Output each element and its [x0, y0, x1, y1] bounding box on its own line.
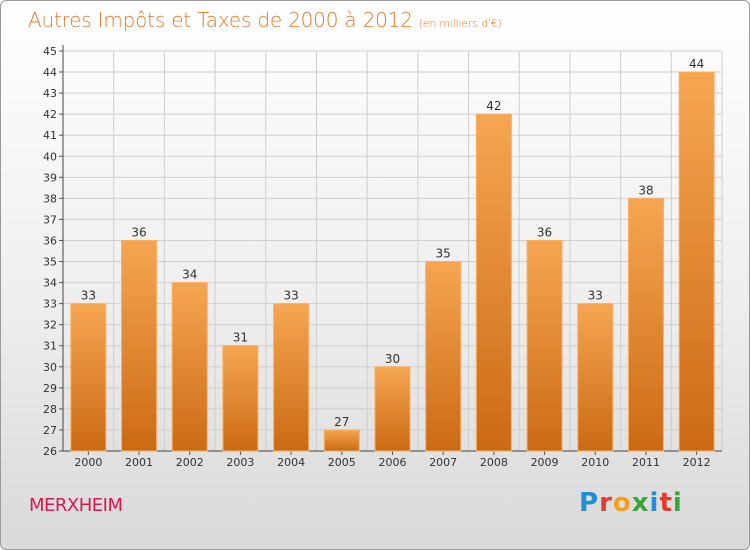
x-tick-label-2010: 2010 — [581, 456, 609, 469]
title-text: Autres Impôts et Taxes de 2000 à 2012 — [28, 8, 413, 32]
y-tick-label: 42 — [43, 108, 57, 121]
y-tick-label: 41 — [43, 129, 57, 142]
x-tick-label-2003: 2003 — [226, 456, 254, 469]
x-tick-label-2000: 2000 — [74, 456, 102, 469]
bar-2012 — [678, 71, 715, 452]
x-tick-label-2005: 2005 — [328, 456, 356, 469]
y-tick-label: 30 — [43, 361, 57, 374]
y-tick-label: 43 — [43, 87, 57, 100]
x-tick-label-2004: 2004 — [277, 456, 305, 469]
y-tick-label: 32 — [43, 319, 57, 332]
logo-letter: i — [649, 488, 660, 518]
x-tick-label-2001: 2001 — [125, 456, 153, 469]
x-tick-label-2006: 2006 — [379, 456, 407, 469]
location-name: MERXHEIM — [29, 495, 123, 516]
value-label-2009: 36 — [537, 225, 552, 239]
x-tick-label-2002: 2002 — [176, 456, 204, 469]
proxiti-logo: Proxiti — [579, 488, 683, 518]
bar-2011 — [627, 197, 664, 452]
bar-2001 — [121, 239, 158, 452]
value-label-2002: 34 — [182, 268, 197, 282]
value-label-2004: 33 — [283, 289, 298, 303]
bar-2006 — [374, 366, 411, 452]
y-tick-label: 35 — [43, 256, 57, 269]
logo-letter: t — [659, 488, 673, 518]
bar-2004 — [273, 303, 310, 452]
bar-2003 — [222, 345, 259, 452]
value-label-2008: 42 — [486, 99, 501, 113]
chart-title: Autres Impôts et Taxes de 2000 à 2012 (en… — [28, 8, 502, 32]
bar-2002 — [171, 282, 208, 452]
y-tick-label: 34 — [43, 277, 57, 290]
bar-2009 — [526, 239, 563, 452]
value-label-2007: 35 — [436, 247, 451, 261]
y-tick-label: 38 — [43, 192, 57, 205]
value-label-2000: 33 — [81, 289, 96, 303]
x-tick-label-2009: 2009 — [531, 456, 559, 469]
y-tick-label: 33 — [43, 298, 57, 311]
logo-letter: i — [672, 488, 683, 518]
logo-letter: o — [612, 488, 632, 518]
y-tick-label: 45 — [43, 45, 57, 58]
labels: 33 2000 36 2001 34 2002 31 2003 33 2004 27 2005 30 20… — [74, 57, 710, 469]
bar-2005 — [323, 429, 360, 452]
title-unit: (en milliers d'€) — [418, 17, 502, 30]
x-tick-label-2012: 2012 — [683, 456, 711, 469]
y-tick-label: 37 — [43, 213, 57, 226]
y-tick-label: 26 — [43, 445, 57, 458]
y-tick-label: 44 — [43, 66, 57, 79]
x-tick-label-2008: 2008 — [480, 456, 508, 469]
x-tick-label-2011: 2011 — [632, 456, 660, 469]
x-tick-label-2007: 2007 — [429, 456, 457, 469]
logo-letter: x — [631, 488, 650, 518]
value-label-2001: 36 — [131, 225, 146, 239]
y-tick-label: 31 — [43, 340, 57, 353]
logo-letter: r — [599, 488, 613, 518]
y-tick-label: 27 — [43, 424, 57, 437]
value-label-2010: 33 — [588, 289, 603, 303]
y-tick-label: 39 — [43, 171, 57, 184]
logo-letter: P — [579, 488, 600, 518]
y-tick-label: 29 — [43, 382, 57, 395]
bar-2007 — [425, 261, 462, 452]
value-label-2005: 27 — [334, 415, 349, 429]
value-label-2011: 38 — [638, 183, 653, 197]
bar-2010 — [577, 303, 614, 452]
y-tick-label: 40 — [43, 150, 57, 163]
bar-2000 — [70, 303, 107, 452]
bar-2008 — [475, 113, 512, 452]
bars — [70, 71, 715, 452]
value-label-2006: 30 — [385, 352, 400, 366]
y-tick-label: 28 — [43, 403, 57, 416]
value-label-2012: 44 — [689, 57, 704, 71]
y-tick-label: 36 — [43, 234, 57, 247]
value-label-2003: 31 — [233, 331, 248, 345]
